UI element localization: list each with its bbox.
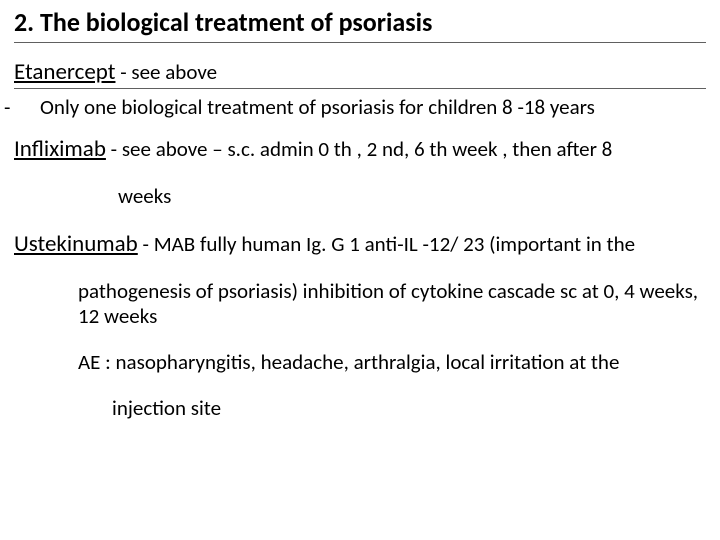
drug-ustekinumab-ae2: injection site: [14, 396, 706, 421]
page-title: 2. The biological treatment of psoriasis: [14, 8, 706, 38]
drug-ustekinumab-ae: AE : nasopharyngitis, headache, arthralg…: [14, 350, 706, 375]
etanercept-bullet-1: Only one biological treatment of psorias…: [14, 95, 706, 120]
etanercept-divider: [14, 88, 706, 89]
drug-infliximab-cont: weeks: [14, 184, 706, 209]
drug-etanercept-name: Etanercept: [14, 58, 115, 86]
drug-ustekinumab-line: Ustekinumab - MAB fully human Ig. G 1 an…: [14, 231, 706, 258]
etanercept-bullets: Only one biological treatment of psorias…: [14, 95, 706, 120]
drug-infliximab-name: Infliximab: [14, 135, 106, 163]
title-divider: [14, 42, 706, 43]
drug-ustekinumab-desc: - MAB fully human Ig. G 1 anti-IL -12/ 2…: [138, 231, 635, 257]
drug-infliximab-desc: - see above – s.c. admin 0 th , 2 nd, 6 …: [106, 136, 612, 162]
drug-ustekinumab-cont1: pathogenesis of psoriasis) inhibition of…: [14, 279, 706, 329]
drug-etanercept-line: Etanercept - see above: [14, 59, 706, 86]
drug-infliximab-line: Infliximab - see above – s.c. admin 0 th…: [14, 136, 706, 163]
drug-ustekinumab-name: Ustekinumab: [14, 230, 138, 258]
drug-etanercept-desc: - see above: [115, 59, 217, 85]
slide: 2. The biological treatment of psoriasis…: [0, 0, 720, 540]
